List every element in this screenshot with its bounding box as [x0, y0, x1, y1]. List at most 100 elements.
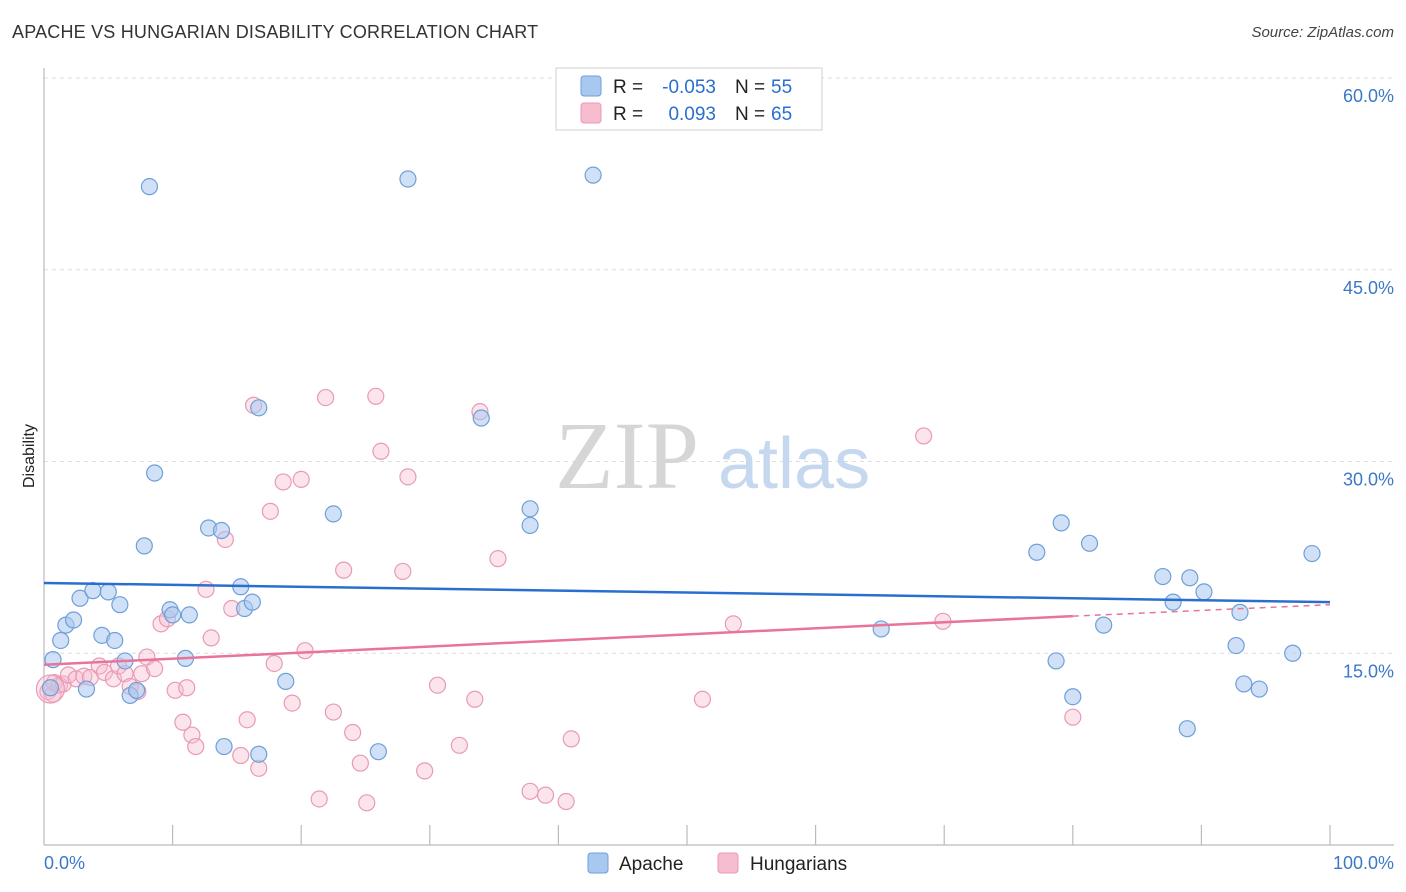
hungarian-point	[428, 676, 447, 694]
apache-point	[164, 606, 182, 624]
apache-point	[250, 745, 268, 763]
apache-point	[52, 631, 70, 650]
apache-point	[872, 620, 890, 638]
hungarian-point	[145, 659, 164, 678]
apache-point	[1164, 593, 1182, 611]
y-tick-label: 60.0%	[1343, 86, 1394, 106]
apache-point	[1303, 544, 1321, 563]
hungarian-point	[202, 629, 220, 647]
y-axis-title: Disability	[21, 424, 38, 488]
hungarian-point	[915, 427, 933, 445]
hungarian-point	[372, 442, 390, 460]
hungarian-point	[489, 550, 507, 568]
apache-point	[472, 409, 490, 427]
series-legend-label-hungarians: Hungarians	[750, 854, 847, 875]
hungarian-point	[296, 642, 314, 660]
hungarian-point	[174, 713, 192, 731]
hungarian-point	[693, 690, 712, 708]
apache-point	[215, 737, 233, 756]
apache-point	[369, 743, 387, 761]
apache-point	[1154, 567, 1172, 586]
hungarian-point	[358, 794, 376, 812]
legend-swatch-apache	[580, 75, 602, 97]
hungarian-point	[344, 723, 362, 742]
apache-point	[99, 583, 117, 601]
hungarian-point	[261, 502, 279, 520]
apache-point	[1095, 616, 1113, 634]
hungarian-point	[562, 730, 580, 748]
x-tick-label-max: 100.0%	[1333, 853, 1394, 873]
apache-trend-line	[43, 581, 1331, 604]
hungarian-point	[724, 615, 742, 633]
hungarian-point	[521, 782, 539, 800]
hungarian-point	[274, 473, 292, 491]
hungarian-point	[450, 736, 468, 754]
apache-point	[1235, 675, 1253, 693]
apache-series	[41, 166, 1321, 763]
hungarian-trend-line	[43, 614, 1073, 667]
legend-r-label-apache: R =	[613, 77, 643, 98]
legend-n-value-apache: 55	[771, 77, 792, 98]
hungarian-point	[557, 792, 575, 811]
apache-point	[399, 170, 417, 188]
hungarian-point	[335, 561, 353, 579]
apache-point	[1250, 680, 1268, 698]
hungarian-point	[238, 711, 256, 729]
hungarian-point	[466, 690, 484, 708]
legend-r-value-apache: -0.053	[662, 77, 716, 98]
series-legend-swatch-apache	[587, 852, 609, 874]
hungarian-point	[394, 562, 412, 581]
apache-point	[521, 500, 539, 518]
x-axis-ticks	[172, 825, 1331, 845]
apache-point	[1284, 644, 1302, 662]
apache-point	[127, 681, 146, 699]
hungarian-point	[178, 679, 196, 697]
hungarian-point	[351, 754, 369, 772]
apache-point	[1231, 603, 1249, 621]
apache-point	[180, 606, 198, 624]
apache-point	[64, 611, 83, 629]
apache-point	[111, 596, 129, 614]
apache-point	[1195, 583, 1213, 601]
hungarian-point	[133, 665, 151, 683]
apache-point	[250, 399, 268, 417]
apache-point	[41, 679, 60, 697]
apache-point	[140, 178, 159, 196]
apache-point	[1080, 534, 1099, 552]
hungarian-point	[95, 663, 114, 682]
hungarian-point	[187, 737, 205, 756]
apache-point	[135, 537, 153, 555]
apache-point	[77, 680, 96, 698]
watermark-atlas: atlas	[718, 424, 870, 504]
hungarian-point	[292, 470, 310, 488]
y-tick-label: 45.0%	[1343, 278, 1394, 298]
source-label: Source: ZipAtlas.com	[1251, 24, 1394, 41]
legend-swatch-hungarians	[580, 102, 602, 124]
legend-r-value-hungarians: 0.093	[668, 104, 716, 125]
correlation-legend: R = -0.053 N = 55 R = 0.093 N = 65	[555, 67, 823, 131]
apache-point	[1052, 514, 1070, 532]
apache-point	[1178, 720, 1196, 738]
hungarian-point	[265, 654, 283, 673]
series-legend: Apache Hungarians	[587, 852, 847, 875]
apache-point	[1064, 688, 1082, 706]
y-tick-label: 30.0%	[1343, 470, 1394, 490]
legend-r-label-hungarians: R =	[613, 104, 643, 125]
hungarian-point	[1064, 708, 1082, 726]
apache-point	[212, 521, 231, 540]
trend-lines	[43, 581, 1331, 667]
apache-point	[584, 166, 602, 184]
x-tick-label-min: 0.0%	[44, 853, 85, 873]
apache-point	[277, 672, 295, 690]
apache-point	[145, 464, 164, 482]
y-tick-label: 15.0%	[1343, 661, 1394, 681]
series-legend-swatch-hungarians	[717, 852, 739, 874]
hungarian-point	[399, 468, 417, 486]
hungarian-point	[367, 387, 385, 405]
hungarian-point	[536, 786, 555, 804]
legend-n-label-hungarians: N =	[735, 104, 765, 125]
hungarian-point	[324, 703, 342, 721]
hungarian-point	[232, 746, 250, 765]
apache-point	[71, 589, 89, 607]
